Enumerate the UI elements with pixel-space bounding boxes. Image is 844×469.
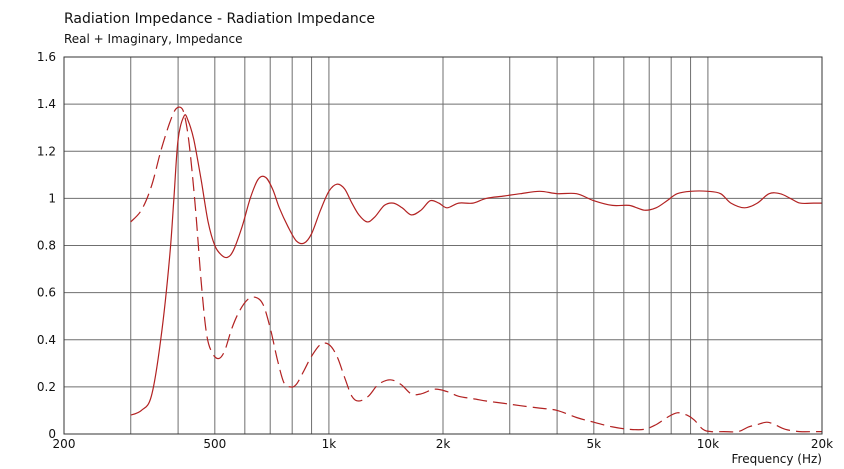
series-line-solid [130, 114, 822, 416]
x-tick-label: 5k [587, 437, 602, 451]
y-tick-label: 0 [48, 427, 56, 441]
x-tick-label: 500 [203, 437, 226, 451]
x-axis: 200 500 1k 2k 5k 10k 20k [53, 437, 834, 451]
grid-lines [64, 57, 822, 434]
y-tick-label: 0.6 [37, 286, 56, 300]
chart-title: Radiation Impedance - Radiation Impedanc… [64, 11, 376, 27]
x-axis-title: Frequency (Hz) [732, 452, 823, 466]
x-tick-label: 2k [436, 437, 451, 451]
x-tick-label: 20k [811, 437, 833, 451]
y-tick-label: 1.2 [37, 144, 56, 158]
data-series [130, 106, 822, 433]
x-tick-label: 10k [697, 437, 719, 451]
y-tick-label: 0.4 [37, 333, 56, 347]
series-line-dashed [130, 106, 822, 433]
y-tick-label: 0.8 [37, 239, 56, 253]
y-tick-label: 1 [48, 191, 56, 205]
x-tick-label: 1k [322, 437, 337, 451]
plot-frame [63, 56, 823, 435]
y-tick-label: 1.4 [37, 97, 56, 111]
x-tick-label: 200 [53, 437, 76, 451]
y-tick-label: 0.2 [37, 380, 56, 394]
y-tick-label: 1.6 [37, 50, 56, 64]
y-axis: 0 0.2 0.4 0.6 0.8 1 1.2 1.4 1.6 [37, 50, 56, 441]
chart-subtitle: Real + Imaginary, Impedance [64, 32, 243, 46]
